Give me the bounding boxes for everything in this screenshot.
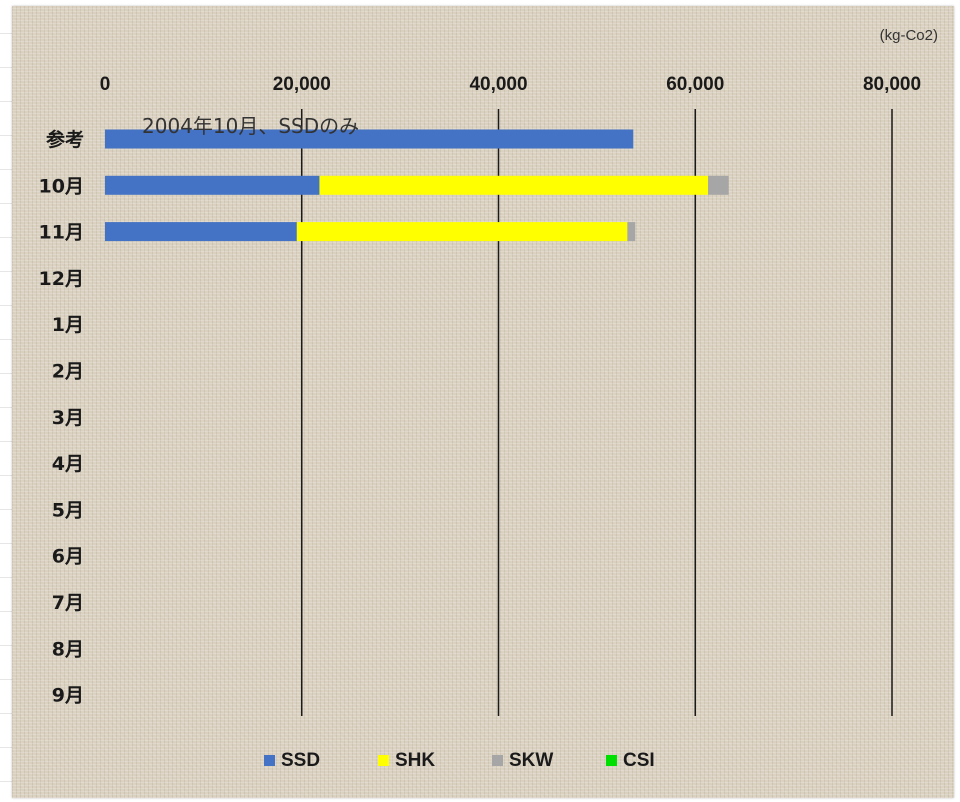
legend-label-skw[interactable]: SKW (509, 750, 553, 771)
x-tick-label: 60,000 (666, 74, 724, 95)
bar-segment-ssd[interactable] (105, 129, 634, 149)
category-label: 3月 (52, 407, 84, 429)
x-tick-label: 40,000 (469, 74, 527, 95)
category-label: 2月 (52, 361, 84, 383)
bar-segment-ssd[interactable] (105, 222, 297, 242)
category-labels: 参考 10月 11月 12月 1月 2月 3月 4月 5月 6月 7月 8月 9月 (39, 128, 84, 707)
x-axis-tick-labels: 0 20,000 40,000 60,000 80,000 (100, 74, 921, 95)
gridlines (301, 109, 893, 716)
annotation-label: 2004年10月、SSDのみ (142, 114, 359, 138)
bars (105, 129, 729, 242)
category-label: 11月 (39, 222, 84, 244)
legend-label-ssd[interactable]: SSD (281, 750, 320, 771)
category-label: 6月 (52, 546, 84, 568)
bar-segment-skw[interactable] (708, 175, 729, 195)
category-label: 7月 (52, 592, 84, 614)
legend-label-shk[interactable]: SHK (395, 750, 435, 771)
unit-label: (kg-Co2) (880, 27, 938, 44)
legend-swatch-skw (492, 755, 503, 766)
chart-area[interactable]: (kg-Co2) 0 20,000 40,000 60,000 80,000 参考 10月… (12, 6, 954, 798)
category-label: 8月 (52, 638, 84, 660)
bar-segment-ssd[interactable] (105, 175, 320, 195)
category-label: 参考 (46, 128, 84, 151)
bar-chart: (kg-Co2) 0 20,000 40,000 60,000 80,000 参考 10月… (39, 27, 938, 771)
legend[interactable]: SSD SHK SKW CSI (264, 750, 655, 771)
legend-label-csi[interactable]: CSI (623, 750, 655, 771)
x-tick-label: 0 (100, 74, 111, 95)
category-label: 1月 (52, 314, 84, 336)
legend-swatch-ssd (264, 755, 275, 766)
x-tick-label: 80,000 (863, 74, 921, 95)
category-label: 5月 (52, 499, 84, 521)
category-label: 9月 (52, 685, 84, 707)
legend-swatch-csi (606, 755, 617, 766)
bar-segment-shk[interactable] (296, 222, 628, 242)
category-label: 10月 (39, 175, 84, 197)
bar-segment-shk[interactable] (319, 175, 709, 195)
bar-segment-skw[interactable] (627, 222, 636, 242)
category-label: 12月 (39, 268, 84, 290)
x-tick-label: 20,000 (273, 74, 331, 95)
category-label: 4月 (52, 453, 84, 475)
legend-swatch-shk (378, 755, 389, 766)
